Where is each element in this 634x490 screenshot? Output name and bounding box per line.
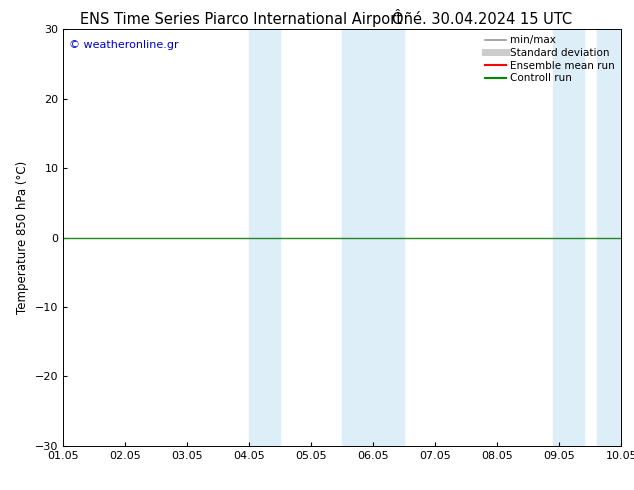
Text: ENS Time Series Piarco International Airport: ENS Time Series Piarco International Air… xyxy=(80,12,402,27)
Bar xyxy=(597,29,621,446)
Legend: min/max, Standard deviation, Ensemble mean run, Controll run: min/max, Standard deviation, Ensemble me… xyxy=(481,31,619,87)
Y-axis label: Temperature 850 hPa (°C): Temperature 850 hPa (°C) xyxy=(16,161,30,314)
Text: © weatheronline.gr: © weatheronline.gr xyxy=(69,40,179,50)
Bar xyxy=(342,29,404,446)
Bar xyxy=(249,29,280,446)
Bar xyxy=(553,29,584,446)
Text: Ôñé. 30.04.2024 15 UTC: Ôñé. 30.04.2024 15 UTC xyxy=(392,12,572,27)
